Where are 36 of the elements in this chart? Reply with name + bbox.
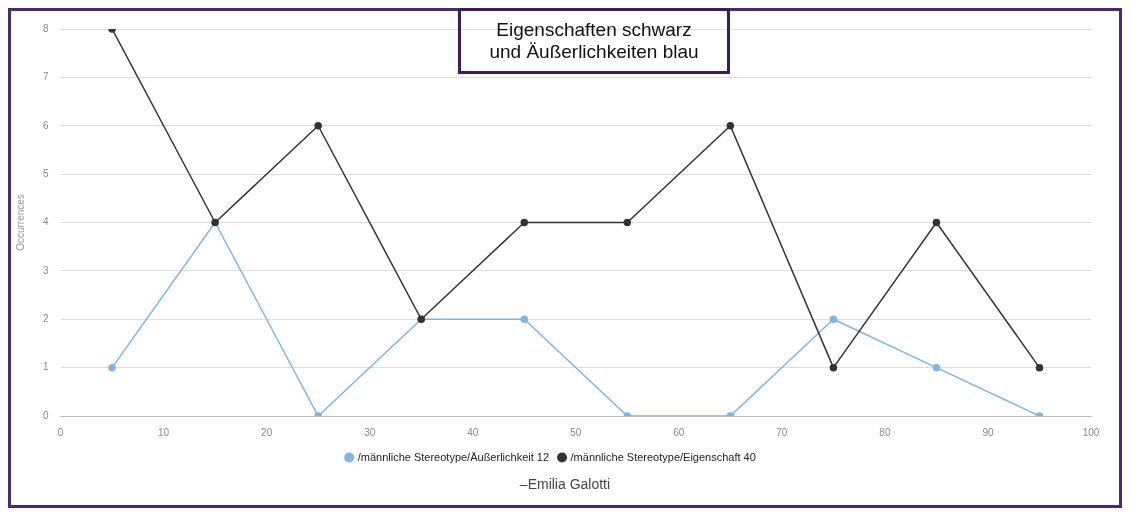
y-tick-label: 2 [43,313,49,324]
point [520,218,529,227]
x-tick-label: 30 [364,426,376,438]
x-tick-label: 10 [158,426,170,438]
y-tick-label: 4 [43,216,49,228]
y-tick-label: 0 [43,409,49,421]
x-tick-label: 40 [467,426,479,438]
legend-label: /männliche Stereotype/Äußerlichkeit 12 [357,450,550,463]
y-tick-label: 3 [43,264,49,276]
y-tick-label: 1 [43,361,49,373]
point [108,363,116,372]
x-tick-label: 80 [879,426,891,438]
x-tick-label: 60 [673,426,685,438]
y-tick-label: 7 [43,71,49,83]
point [829,363,838,372]
text: –Emilia Galotti [518,476,612,492]
point [520,315,529,323]
x-tick-label: 70 [776,426,788,438]
chart-title: Eigenschaften schwarz und Äußerlichkeiten blau [458,8,730,74]
y-axis-title: Occurrences [14,194,26,251]
x-tick-label: 0 [57,426,64,438]
x-tick-label: 90 [982,426,994,438]
x-tick-label: 100 [1082,426,1100,438]
point [623,218,632,227]
point [932,218,941,227]
point [932,363,941,372]
point [726,122,735,130]
y-tick-label: 6 [43,119,49,131]
y-tick-label: 8 [43,22,49,34]
point [314,122,322,130]
y-tick-label: 5 [43,167,49,179]
point [829,315,838,323]
point [1035,363,1044,372]
x-tick-label: 20 [261,426,273,438]
legend-label: /männliche Stereotype/Eigenschaft 40 [570,450,756,463]
x-tick-label: 50 [570,426,582,438]
